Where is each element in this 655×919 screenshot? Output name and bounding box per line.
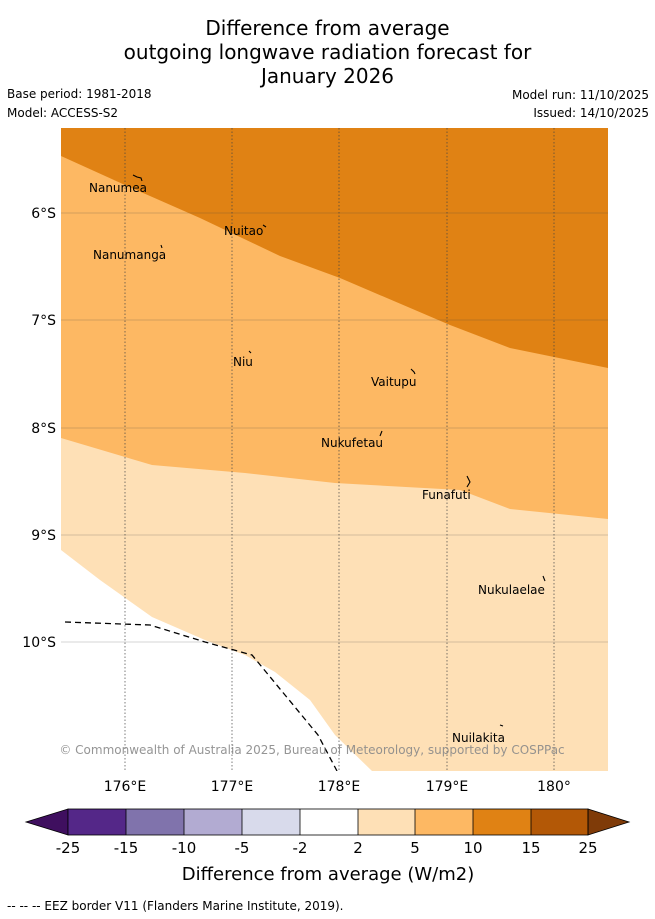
base-period: Base period: 1981-2018 <box>7 87 152 101</box>
lon-label-176e: 176°E <box>104 779 147 795</box>
place-label-nukulaelae: Nukulaelae <box>478 583 545 597</box>
colorbar-tick: 10 <box>463 839 482 857</box>
lon-gridlines <box>124 128 555 771</box>
island-nuitao <box>262 224 267 228</box>
model-run: Model run: 11/10/2025 <box>511 88 649 102</box>
lat-label-8s: 8°S <box>31 421 56 437</box>
place-label-vaitupu: Vaitupu <box>371 375 417 389</box>
issued-date: Issued: 14/10/2025 <box>533 106 649 120</box>
map-area: Nanumea Nuitao Nanumanga Niu Vaitupu Nuk… <box>59 128 608 771</box>
eez-border <box>64 621 338 771</box>
island-nukufetau <box>379 430 383 437</box>
colorbar-label: Difference from average (W/m2) <box>182 864 474 885</box>
island-niu <box>248 350 252 354</box>
island-outlines <box>132 174 546 727</box>
colorbar-tick: 25 <box>578 839 597 857</box>
island-nukulaelae <box>542 575 546 582</box>
place-label-nuitao: Nuitao <box>224 224 263 238</box>
place-label-nanumanga: Nanumanga <box>93 248 166 262</box>
map-attribution: © Commonwealth of Australia 2025, Bureau… <box>59 743 564 757</box>
colorbar-seg-4 <box>242 809 300 835</box>
colorbar-seg-6 <box>358 809 415 835</box>
lat-gridlines <box>61 212 608 643</box>
place-label-funafuti: Funafuti <box>422 488 471 502</box>
colorbar: -25 -15 -10 -5 -2 2 5 10 15 25 Differenc… <box>24 808 631 885</box>
island-vaitupu <box>410 368 416 375</box>
island-nanumanga <box>160 244 163 249</box>
lat-label-7s: 7°S <box>31 313 56 329</box>
zone-10-15 <box>61 128 608 368</box>
colorbar-tick: -10 <box>172 839 197 857</box>
colorbar-dividers <box>125 809 532 835</box>
colorbar-seg-2 <box>126 809 184 835</box>
colorbar-extend-low <box>24 808 69 836</box>
island-nuilakita <box>499 724 504 727</box>
place-label-nukufetau: Nukufetau <box>321 436 383 450</box>
lon-label-177e: 177°E <box>211 779 254 795</box>
lon-label-179e: 179°E <box>426 779 469 795</box>
colorbar-seg-5 <box>300 809 358 835</box>
colorbar-tick: -5 <box>235 839 250 857</box>
island-funafuti <box>466 475 471 488</box>
place-label-nanumea: Nanumea <box>89 181 147 195</box>
colorbar-extend-high <box>587 808 631 836</box>
colorbar-seg-1 <box>68 809 126 835</box>
eez-legend: -- -- -- EEZ border V11 (Flanders Marine… <box>7 899 344 913</box>
colorbar-tick: 15 <box>521 839 540 857</box>
colorbar-tick: -25 <box>56 839 81 857</box>
title-line-1: Difference from average <box>205 16 450 40</box>
model-name: Model: ACCESS-S2 <box>7 106 119 120</box>
place-label-nuilakita: Nuilakita <box>452 731 505 745</box>
colorbar-seg-9 <box>531 809 588 835</box>
colorbar-seg-3 <box>184 809 242 835</box>
island-nanumea <box>132 174 143 182</box>
colorbar-seg-7 <box>415 809 473 835</box>
colorbar-seg-8 <box>473 809 531 835</box>
lon-label-180: 180° <box>537 779 571 795</box>
colorbar-tick: -2 <box>293 839 308 857</box>
place-label-niu: Niu <box>233 355 253 369</box>
lat-label-10s: 10°S <box>22 635 56 651</box>
title-line-2: outgoing longwave radiation forecast for <box>123 40 532 64</box>
colorbar-tick: 5 <box>410 839 420 857</box>
colorbar-tick: 2 <box>353 839 363 857</box>
colorbar-tick: -15 <box>114 839 139 857</box>
lon-label-178e: 178°E <box>318 779 361 795</box>
title-line-3: January 2026 <box>260 64 395 88</box>
lat-label-6s: 6°S <box>31 206 56 222</box>
lat-label-9s: 9°S <box>31 528 56 544</box>
